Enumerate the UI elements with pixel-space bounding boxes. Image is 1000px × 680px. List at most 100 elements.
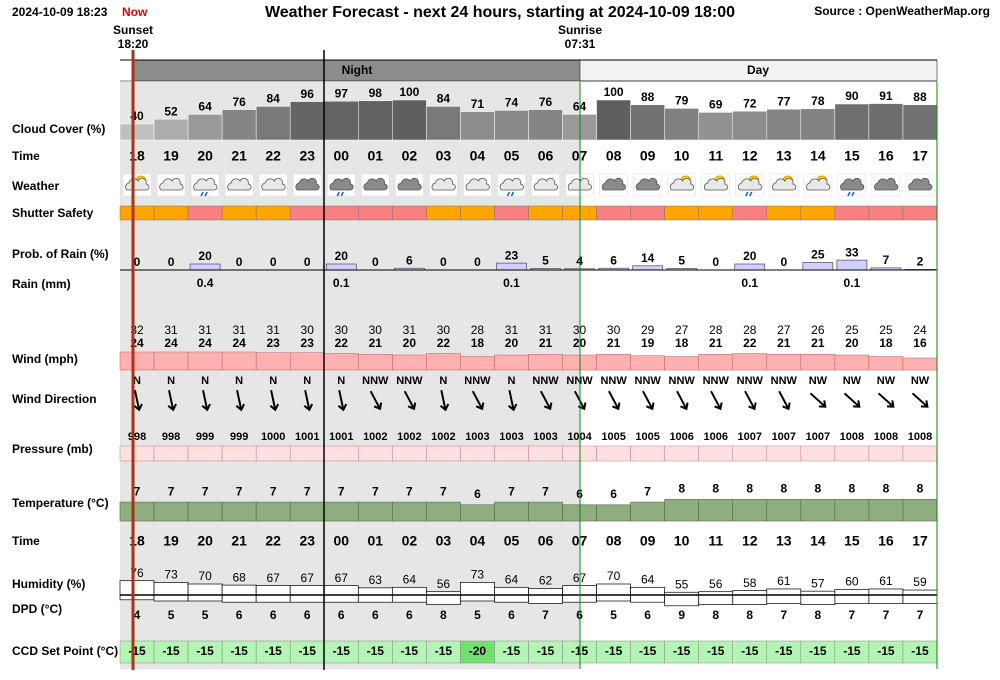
wind-arrow: [608, 390, 621, 411]
wind-bar: [494, 354, 529, 371]
wind-speed-label: 19: [641, 336, 655, 350]
time-label: 16: [878, 533, 894, 549]
time-label: 13: [776, 533, 792, 549]
icon-box: [599, 173, 628, 197]
ccd-label: -15: [503, 644, 521, 658]
pressure-label: 1005: [601, 431, 625, 443]
wind-gust-label: 31: [267, 323, 281, 337]
temperature-label: 8: [780, 482, 787, 496]
rain-label: 0.1: [333, 276, 350, 290]
cloud-bar: [766, 108, 802, 141]
wind-direction-label: NNW: [771, 375, 798, 387]
rain-prob-label: 6: [610, 253, 617, 267]
pressure-label: 1007: [806, 431, 830, 443]
now-label: Now: [122, 5, 148, 19]
pressure-bar: [289, 445, 325, 462]
wind-bar: [596, 354, 631, 371]
wind-bar: [187, 351, 223, 371]
dpd-label: 5: [610, 608, 617, 622]
cloud-label: 78: [811, 94, 825, 108]
cloud: [635, 177, 660, 191]
wind-arrow: [235, 390, 245, 412]
temperature-label: 7: [644, 484, 651, 498]
humidity-label: 57: [811, 576, 825, 590]
temperature-bar: [902, 499, 938, 522]
time-label: 02: [402, 533, 418, 549]
wind-speed-label: 21: [777, 336, 791, 350]
ccd-label: -15: [537, 644, 555, 658]
rain-prob-label: 0: [712, 255, 719, 269]
rain-prob-label: 23: [505, 248, 519, 262]
humidity-box: [834, 589, 870, 604]
ccd-label: -15: [333, 644, 351, 658]
pressure-label: 1003: [533, 431, 557, 443]
humidity-box: [460, 581, 495, 602]
time-label: 11: [708, 533, 723, 549]
ccd-label: -15: [162, 644, 180, 658]
row-label: Wind Direction: [12, 392, 97, 406]
wind-speed-label: 21: [539, 336, 553, 350]
wind-gust-label: 30: [369, 323, 383, 337]
temperature-label: 7: [270, 484, 277, 498]
time-label: 04: [470, 148, 486, 164]
wind-bar: [868, 356, 904, 371]
humidity-label: 55: [675, 577, 689, 591]
wind-bar: [630, 355, 665, 371]
pressure-label: 1002: [431, 431, 455, 443]
pressure-bar: [324, 445, 359, 462]
shutter-cell: [460, 205, 495, 221]
wind-arrow: [911, 392, 929, 408]
icon-box: [837, 173, 867, 197]
wind-direction-label: NNW: [600, 375, 627, 387]
temperature-label: 7: [542, 484, 549, 498]
cloud-label: 100: [604, 85, 624, 99]
rain-prob-label: 0: [440, 255, 447, 269]
time-label: 10: [674, 533, 690, 549]
pressure-label: 1002: [397, 431, 421, 443]
temperature-bar: [834, 499, 870, 522]
ccd-label: -20: [469, 644, 487, 658]
wind-speed-label: 18: [879, 336, 893, 350]
humidity-label: 67: [335, 571, 349, 585]
weather-icon: [633, 173, 662, 197]
temperature-bar: [766, 499, 802, 522]
wind-bar: [834, 354, 870, 371]
pressure-label: 1006: [703, 431, 727, 443]
temperature-bar: [664, 499, 700, 522]
wind-bar: [698, 354, 733, 371]
temperature-label: 7: [134, 484, 141, 498]
icon-box: [633, 173, 662, 197]
wind-arrow: [744, 390, 757, 411]
wind-direction-label: N: [133, 375, 141, 387]
time-label: 14: [810, 148, 826, 164]
pressure-bar: [187, 445, 223, 462]
dpd-label: 7: [883, 608, 890, 622]
cloud-bar: [324, 100, 359, 141]
cloud-label: 88: [641, 90, 655, 104]
row-label: Rain (mm): [12, 277, 71, 291]
wind-speed-label: 22: [335, 336, 349, 350]
wind-speed-label: 24: [198, 336, 212, 350]
temperature-label: 8: [815, 482, 822, 496]
time-label: 04: [470, 533, 486, 549]
wind-arrow: [369, 390, 383, 411]
pressure-bar: [800, 445, 836, 462]
ccd-label: -15: [639, 644, 657, 658]
wind-arrow: [809, 392, 827, 408]
wind-direction-label: NW: [809, 375, 828, 387]
wind-bar: [766, 354, 802, 371]
ccd-label: -15: [128, 644, 146, 658]
rain-prob-label: 6: [406, 253, 413, 267]
ccd-label: -15: [196, 644, 214, 658]
icon-box: [871, 173, 901, 197]
pressure-bar: [698, 445, 733, 462]
wind-gust-label: 24: [913, 323, 927, 337]
time-label: 21: [231, 533, 247, 549]
pressure-bar: [732, 445, 768, 462]
temperature-bar: [255, 501, 291, 522]
shutter-cell: [766, 205, 802, 221]
temperature-label: 7: [508, 484, 515, 498]
wind-direction-label: N: [439, 375, 447, 387]
icon-box: [803, 173, 833, 197]
wind-direction-label: NNW: [532, 375, 559, 387]
